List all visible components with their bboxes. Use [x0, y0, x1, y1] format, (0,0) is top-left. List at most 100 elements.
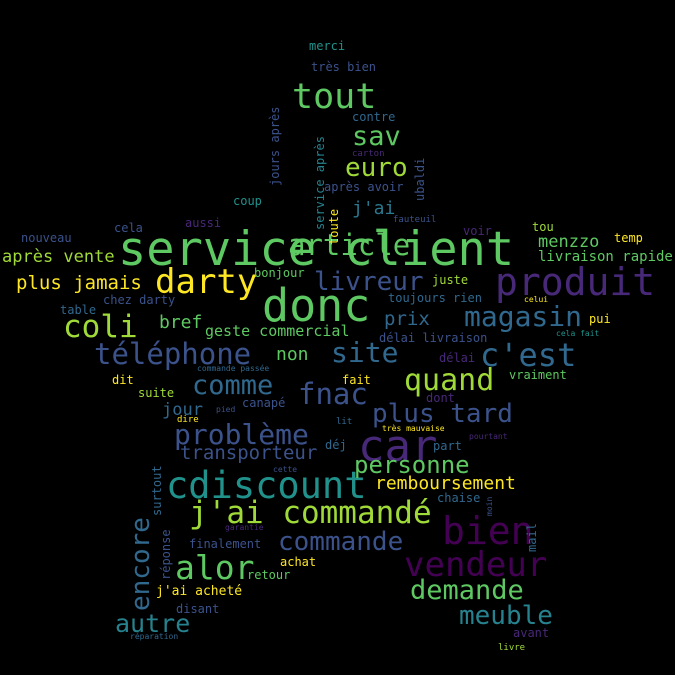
word: livraison rapide [538, 249, 673, 265]
word: personne [354, 451, 470, 479]
word: c'est [480, 336, 577, 374]
word: j'ai commandé [189, 495, 432, 531]
word: contre [352, 110, 396, 124]
word: suite [138, 386, 175, 400]
word: car [358, 421, 438, 472]
word: achat [280, 555, 317, 569]
word: réponse [159, 529, 173, 580]
word: avant [513, 626, 550, 640]
word: site [331, 336, 399, 369]
word: pied [216, 405, 236, 414]
word: table [60, 303, 97, 317]
word: canapé [242, 396, 286, 410]
word: produit [495, 260, 656, 304]
word: article [288, 228, 411, 262]
word: cette [273, 465, 298, 474]
word: chaise [437, 491, 481, 505]
word: dont [426, 391, 455, 405]
word: quand [404, 363, 495, 398]
word: cela [114, 221, 143, 235]
word: donc [262, 279, 371, 332]
word: commande [278, 527, 404, 557]
word: lit [336, 417, 353, 427]
word: magasin [464, 300, 583, 333]
word: autre [115, 609, 191, 638]
word: téléphone [94, 337, 252, 371]
word: demande [410, 575, 524, 606]
word: nouveau [21, 231, 72, 245]
word: cela fait [556, 329, 600, 338]
word: darty [155, 262, 258, 302]
word: bien [442, 509, 534, 553]
word: comme [192, 370, 274, 401]
word: livre [498, 643, 526, 653]
word: jour [162, 400, 203, 420]
word: coli [63, 309, 138, 345]
word: moin [485, 496, 494, 516]
word: toute [327, 208, 341, 245]
word: ubaldi [413, 157, 427, 201]
word: problème [174, 418, 309, 451]
word: cdiscount [166, 464, 367, 507]
word: disant [176, 602, 220, 616]
word: chez darty [103, 293, 176, 307]
word: part [433, 439, 462, 453]
word: tout [292, 77, 377, 117]
word: surtout [150, 465, 164, 516]
word: retour [247, 568, 291, 582]
word: j'ai [352, 198, 396, 219]
word: vendeur [404, 545, 548, 585]
word: temp [614, 231, 643, 245]
word: après avoir [324, 180, 404, 194]
word: finalement [189, 537, 262, 551]
word: encore [126, 517, 156, 611]
word: très bien [311, 60, 377, 74]
word: vraiment [509, 368, 567, 382]
word: non [276, 344, 309, 365]
word: après vente [2, 247, 115, 267]
word: juste [432, 273, 469, 287]
word: sav [352, 121, 401, 152]
word: meuble [459, 601, 553, 631]
word: mail [525, 523, 539, 552]
word: coup [233, 194, 262, 208]
word: jours après [268, 106, 282, 186]
word: tou [532, 220, 554, 234]
word: service client [118, 222, 515, 277]
word: déj [325, 438, 347, 452]
word: livreur [314, 267, 424, 297]
word: dit [112, 373, 134, 387]
word: alor [175, 548, 255, 587]
word: aussi [185, 216, 222, 230]
word: toujours rien [388, 291, 482, 305]
word: bref [159, 312, 203, 333]
word: prix [384, 308, 430, 330]
word: service après [313, 136, 327, 230]
word: plus tard [372, 399, 513, 429]
word: plus jamais [16, 272, 142, 294]
word: merci [309, 39, 346, 53]
word: remboursement [375, 473, 516, 494]
word: pui [589, 312, 611, 326]
word: celui [524, 295, 549, 304]
word: geste commercial [205, 322, 350, 340]
word: fauteuil [393, 215, 437, 225]
word: réparation [130, 632, 179, 641]
word: voir [463, 224, 492, 238]
word: délai [439, 351, 476, 365]
word: fait [342, 373, 371, 387]
word: pourtant [469, 432, 508, 441]
word: délai livraison [379, 331, 488, 345]
word: menzzo [538, 232, 600, 252]
word: commande passée [197, 364, 270, 373]
word: bonjour [254, 266, 305, 280]
word: très mauvaise [382, 424, 445, 433]
word: j'ai acheté [156, 584, 243, 599]
word: euro [345, 153, 408, 183]
word: garantie [225, 523, 264, 532]
word: transporteur [180, 442, 318, 464]
word: dire [177, 415, 199, 425]
word: carton [352, 149, 385, 159]
word: fnac [298, 377, 368, 411]
